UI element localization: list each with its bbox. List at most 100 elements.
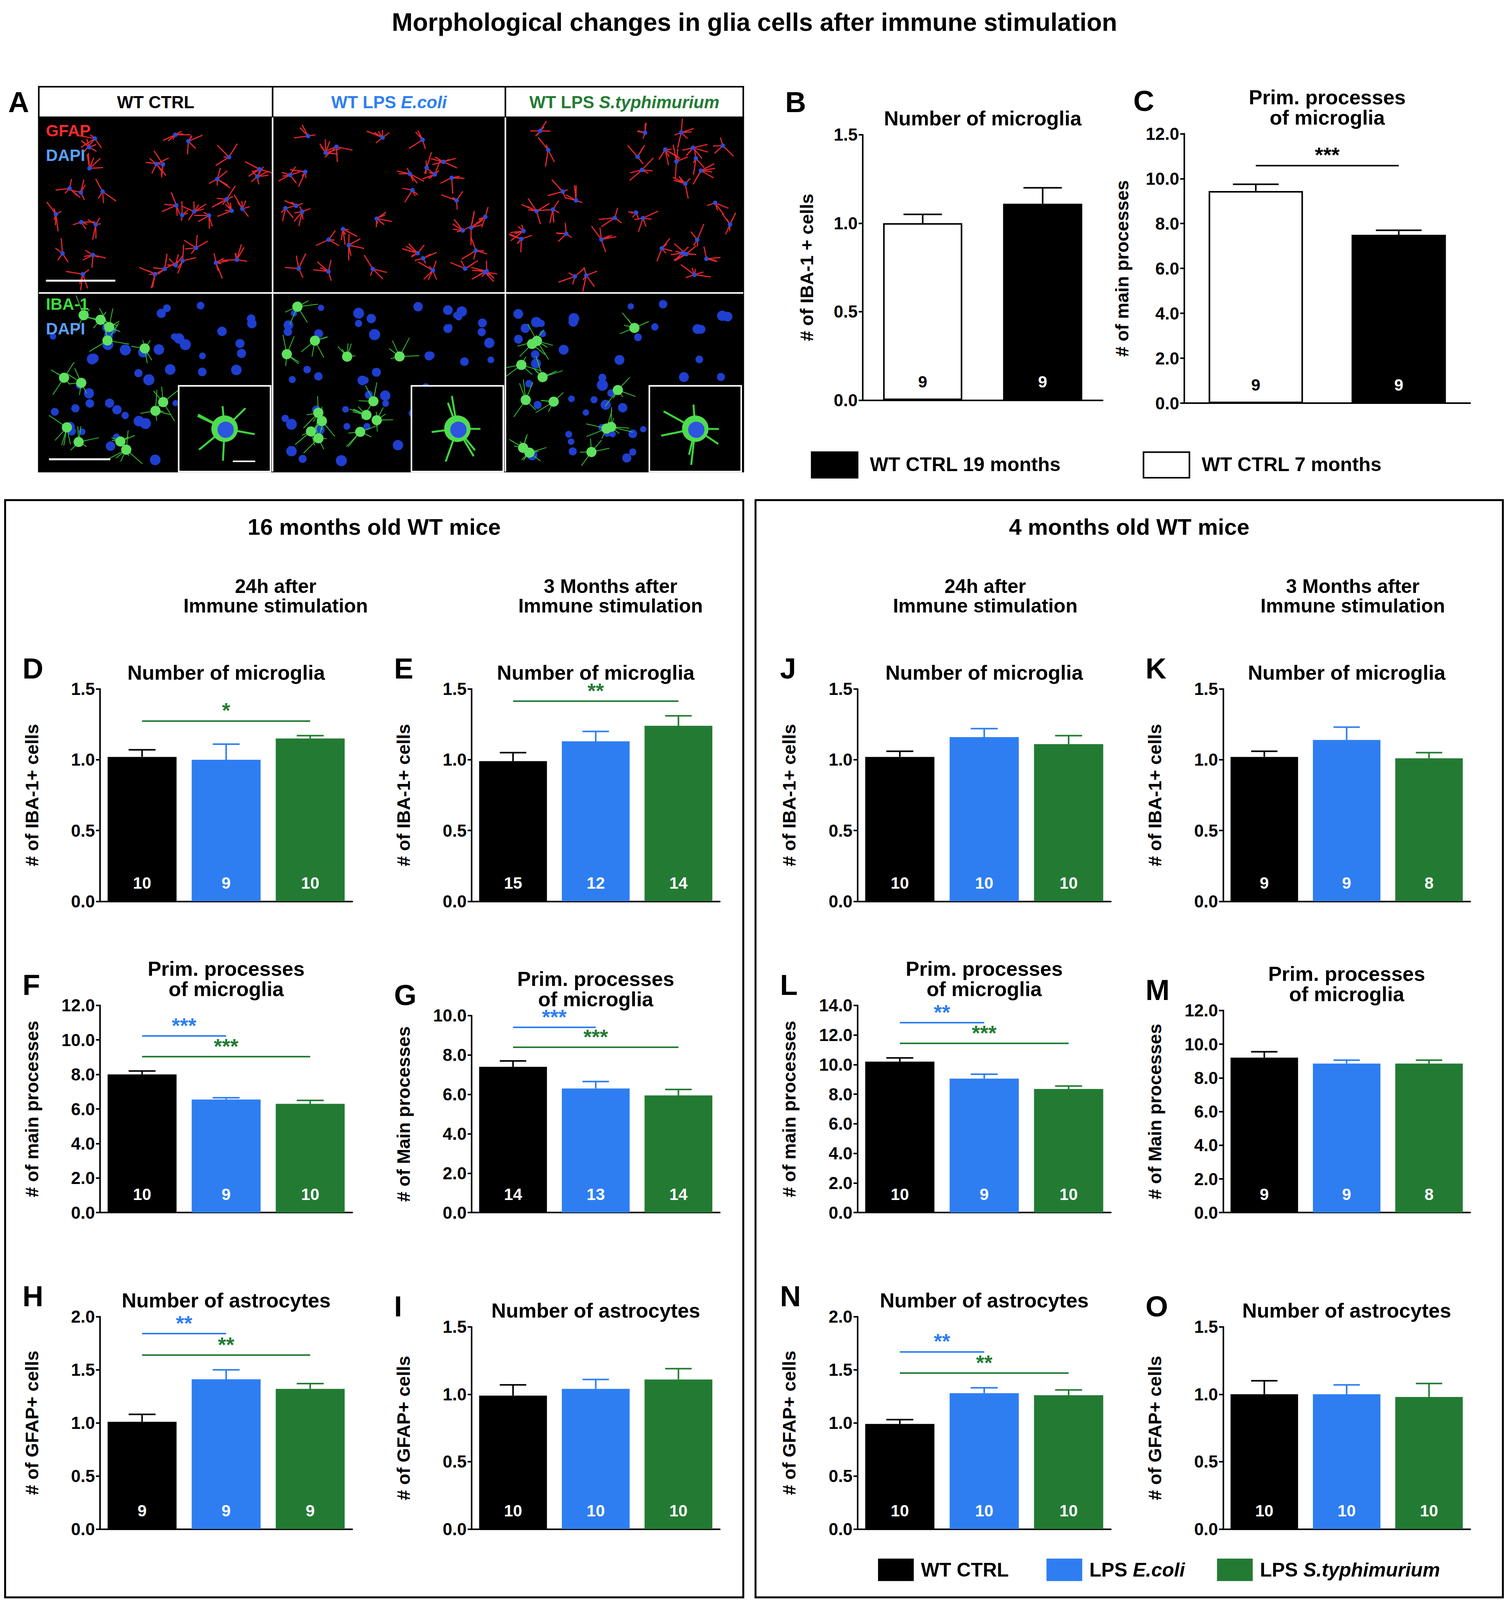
svg-text:WT: WT [331, 92, 363, 112]
svg-text:# of main processes: # of main processes [1111, 180, 1133, 357]
svg-text:G: G [394, 979, 417, 1012]
svg-text:of microglia: of microglia [168, 977, 285, 1001]
svg-text:I: I [394, 1290, 403, 1324]
svg-text:10: 10 [669, 1501, 688, 1521]
svg-text:10.0: 10.0 [1184, 1035, 1219, 1055]
svg-text:1.0: 1.0 [442, 1385, 467, 1405]
svg-text:Number of microglia: Number of microglia [497, 661, 696, 685]
svg-text:14: 14 [504, 1185, 523, 1204]
svg-text:Immune stimulation: Immune stimulation [892, 595, 1078, 617]
svg-text:14.0: 14.0 [818, 995, 853, 1016]
svg-text:N: N [779, 1280, 801, 1313]
svg-text:Number of astrocytes: Number of astrocytes [121, 1289, 331, 1313]
svg-text:***: *** [1314, 143, 1340, 167]
svg-text:0.0: 0.0 [1194, 1203, 1218, 1223]
svg-text:*: * [221, 698, 231, 723]
svg-text:10.0: 10.0 [61, 1030, 95, 1050]
svg-text:2.0: 2.0 [1155, 348, 1180, 369]
svg-text:10: 10 [975, 874, 994, 893]
svg-text:10: 10 [1059, 874, 1079, 893]
svg-text:E.coli: E.coli [400, 92, 447, 112]
svg-text:Number of astrocytes: Number of astrocytes [1242, 1299, 1452, 1323]
svg-text:0.0: 0.0 [828, 1519, 853, 1540]
svg-text:LPS: LPS [362, 92, 401, 112]
svg-text:10: 10 [975, 1501, 994, 1521]
svg-text:C: C [1133, 84, 1154, 118]
svg-text:B: B [784, 85, 806, 119]
svg-text:14: 14 [669, 1185, 688, 1204]
svg-text:4.0: 4.0 [1155, 303, 1180, 324]
svg-text:9: 9 [1342, 874, 1352, 893]
svg-text:***: *** [171, 1013, 197, 1038]
svg-text:10: 10 [890, 1185, 910, 1204]
svg-text:LPS: LPS [560, 92, 599, 112]
svg-text:1.0: 1.0 [1194, 1385, 1218, 1405]
svg-text:E.coli: E.coli [1132, 1559, 1186, 1582]
svg-text:3 Months after: 3 Months after [1285, 575, 1420, 598]
svg-text:24h after: 24h after [234, 575, 317, 598]
svg-text:6.0: 6.0 [1194, 1102, 1218, 1122]
svg-text:WT: WT [117, 92, 149, 112]
svg-text:1.5: 1.5 [1194, 1317, 1218, 1337]
svg-text:2.0: 2.0 [71, 1168, 95, 1188]
svg-text:3 Months after: 3 Months after [543, 575, 678, 598]
svg-text:Number of microglia: Number of microglia [1247, 661, 1447, 685]
svg-text:Prim. processes: Prim. processes [1248, 85, 1406, 109]
svg-text:10: 10 [301, 874, 320, 893]
svg-text:CTRL: CTRL [956, 1559, 1009, 1582]
svg-text:LPS: LPS [1259, 1559, 1304, 1582]
svg-text:9: 9 [1259, 874, 1269, 893]
svg-text:8.0: 8.0 [71, 1065, 95, 1085]
svg-text:9: 9 [979, 1185, 989, 1204]
svg-text:1.5: 1.5 [828, 1360, 853, 1380]
svg-text:Prim. processes: Prim. processes [1268, 962, 1426, 986]
svg-text:10: 10 [1255, 1501, 1274, 1521]
svg-text:# of IBA-1+ cells: # of IBA-1+ cells [393, 724, 414, 867]
svg-text:# of main processes: # of main processes [778, 1020, 800, 1198]
svg-text:6.0: 6.0 [1155, 259, 1180, 279]
svg-text:4 months old WT mice: 4 months old WT mice [1008, 514, 1250, 540]
svg-text:10: 10 [504, 1501, 523, 1521]
svg-text:# of GFAP+ cells: # of GFAP+ cells [778, 1351, 800, 1496]
svg-text:0.5: 0.5 [442, 821, 467, 841]
svg-text:2.0: 2.0 [1194, 1169, 1218, 1189]
svg-text:# of main processes: # of main processes [21, 1020, 43, 1198]
svg-text:# of GFAP+ cells: # of GFAP+ cells [1144, 1356, 1166, 1501]
svg-text:10.0: 10.0 [432, 1006, 467, 1026]
svg-text:9: 9 [1259, 1185, 1269, 1204]
svg-text:10: 10 [132, 874, 152, 893]
svg-text:9: 9 [221, 1501, 231, 1521]
svg-text:8: 8 [1424, 1185, 1434, 1204]
svg-text:6.0: 6.0 [828, 1114, 853, 1134]
svg-text:Number of microglia: Number of microglia [127, 661, 326, 685]
svg-text:2.0: 2.0 [71, 1307, 95, 1327]
svg-text:F: F [22, 969, 40, 1002]
svg-text:0.0: 0.0 [828, 892, 853, 912]
svg-text:**: ** [218, 1333, 235, 1357]
svg-text:12: 12 [586, 874, 605, 893]
svg-text:9: 9 [1342, 1185, 1352, 1204]
svg-text:4.0: 4.0 [1194, 1135, 1218, 1155]
svg-text:12.0: 12.0 [1184, 1001, 1219, 1021]
svg-text:0.0: 0.0 [1155, 393, 1180, 414]
svg-text:1.0: 1.0 [1194, 750, 1218, 770]
svg-text:0.5: 0.5 [828, 821, 853, 841]
svg-text:12.0: 12.0 [818, 1025, 853, 1045]
svg-text:0.5: 0.5 [828, 1466, 853, 1486]
svg-text:13: 13 [586, 1185, 605, 1204]
svg-text:# of Main processes: # of Main processes [393, 1026, 414, 1202]
svg-text:0.0: 0.0 [442, 892, 467, 912]
svg-text:J: J [779, 652, 796, 685]
svg-text:8.0: 8.0 [1194, 1068, 1218, 1088]
svg-text:0.0: 0.0 [1194, 892, 1218, 912]
svg-text:9: 9 [305, 1501, 315, 1521]
svg-text:# of IBA-1+ cells: # of IBA-1+ cells [778, 724, 800, 867]
svg-text:# of GFAP+ cells: # of GFAP+ cells [393, 1356, 414, 1501]
svg-text:DAPI: DAPI [46, 319, 86, 338]
svg-text:8.0: 8.0 [828, 1085, 853, 1105]
svg-text:10: 10 [132, 1185, 152, 1204]
svg-text:8.0: 8.0 [1155, 214, 1180, 234]
svg-text:**: ** [933, 1000, 951, 1025]
svg-text:10: 10 [1059, 1501, 1079, 1521]
svg-text:10: 10 [1419, 1501, 1439, 1521]
